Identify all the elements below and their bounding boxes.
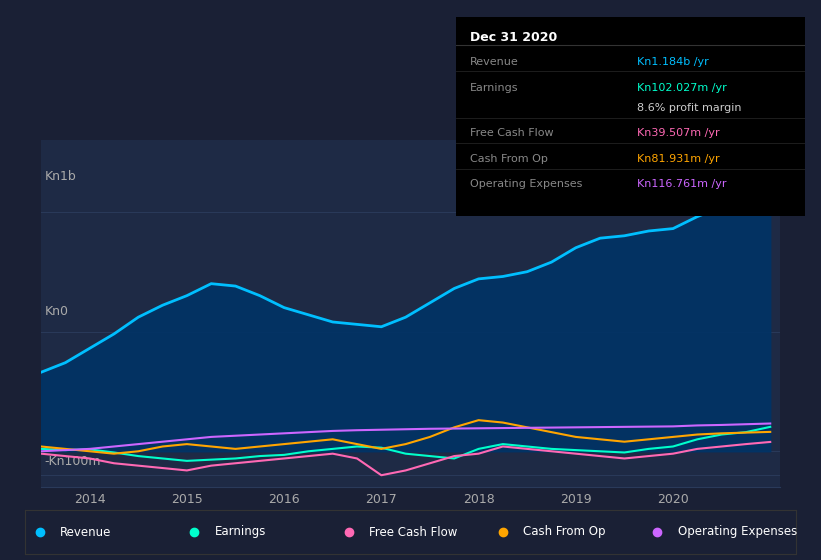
Text: Kn81.931m /yr: Kn81.931m /yr <box>637 154 720 164</box>
Text: Free Cash Flow: Free Cash Flow <box>470 128 553 138</box>
Text: Kn102.027m /yr: Kn102.027m /yr <box>637 83 727 94</box>
Text: Operating Expenses: Operating Expenses <box>470 179 582 189</box>
Text: Revenue: Revenue <box>60 525 112 539</box>
Text: Operating Expenses: Operating Expenses <box>677 525 796 539</box>
Text: Kn39.507m /yr: Kn39.507m /yr <box>637 128 720 138</box>
Text: Kn1.184b /yr: Kn1.184b /yr <box>637 57 709 67</box>
Text: Kn0: Kn0 <box>45 305 69 319</box>
Text: Free Cash Flow: Free Cash Flow <box>369 525 457 539</box>
Text: Earnings: Earnings <box>470 83 518 94</box>
Text: Kn1b: Kn1b <box>45 170 76 183</box>
Text: -Kn100m: -Kn100m <box>45 455 101 468</box>
Text: Dec 31 2020: Dec 31 2020 <box>470 31 557 44</box>
Text: 8.6% profit margin: 8.6% profit margin <box>637 103 741 113</box>
Text: Cash From Op: Cash From Op <box>523 525 606 539</box>
Text: Revenue: Revenue <box>470 57 518 67</box>
Text: Kn116.761m /yr: Kn116.761m /yr <box>637 179 727 189</box>
Text: Cash From Op: Cash From Op <box>470 154 548 164</box>
Text: Earnings: Earnings <box>214 525 266 539</box>
